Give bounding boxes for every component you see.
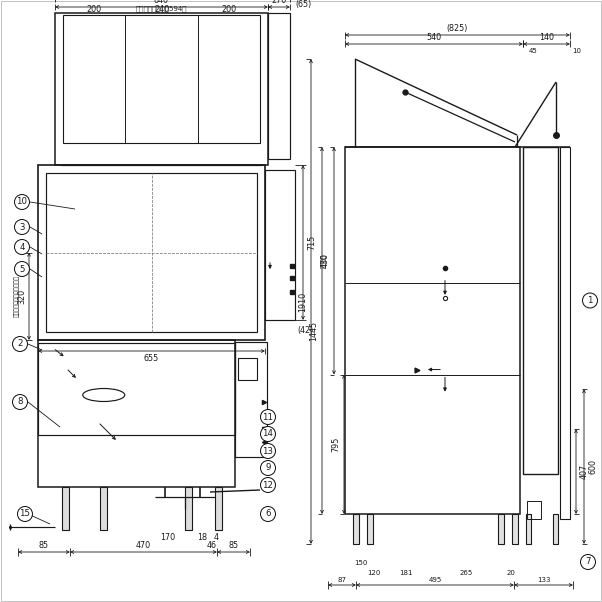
Circle shape [261,506,276,521]
Text: 6: 6 [265,509,271,518]
Bar [215,487,222,530]
Text: (65): (65) [295,1,311,10]
Bar [38,343,235,435]
Bar [63,15,260,143]
Text: 495: 495 [429,577,442,583]
Text: 140: 140 [539,33,554,42]
Text: 200: 200 [86,5,101,14]
Text: 120: 120 [367,570,380,576]
Text: 240: 240 [154,5,169,14]
Text: 有効開口: 有効開口 [321,254,327,268]
Text: 10: 10 [573,48,582,54]
Bar [265,170,295,320]
Text: 1: 1 [587,296,593,305]
Bar [526,514,531,544]
Text: （ラックレールセンター）: （ラックレールセンター） [14,275,20,317]
Bar [512,514,518,544]
Text: 14: 14 [262,429,273,438]
Bar [38,340,235,487]
Circle shape [261,461,276,476]
Text: 15: 15 [19,509,31,518]
Text: 1910: 1910 [298,291,307,312]
Circle shape [261,409,276,424]
Bar [268,13,290,159]
Text: 45: 45 [529,48,538,54]
Bar [38,165,265,340]
Text: 150: 150 [355,560,368,566]
Text: 181: 181 [399,570,413,576]
Text: 640: 640 [154,0,169,5]
Text: 10: 10 [16,197,28,206]
Circle shape [17,506,33,521]
Text: 20: 20 [506,570,515,576]
Text: 200: 200 [222,5,237,14]
Text: 470: 470 [136,541,151,550]
Text: 133: 133 [537,577,550,583]
Bar [560,147,570,519]
Text: 430: 430 [321,253,330,268]
Circle shape [14,220,29,235]
Circle shape [580,554,595,569]
Text: (825): (825) [447,24,468,33]
Bar [523,147,558,474]
Bar [238,358,257,380]
Bar [46,173,257,332]
Text: 795: 795 [331,436,340,452]
Text: 600: 600 [588,459,597,474]
Text: 170: 170 [161,533,176,542]
Text: 9: 9 [265,464,271,473]
Text: 4: 4 [214,533,219,542]
Text: 265: 265 [459,570,473,576]
Circle shape [13,337,28,352]
Bar [62,487,69,530]
Text: 715: 715 [307,235,316,250]
Text: 655: 655 [144,354,159,363]
Text: 1445: 1445 [309,320,318,341]
Text: 13: 13 [262,447,273,456]
Text: （テーブル間寸法594）: （テーブル間寸法594） [135,5,187,12]
Circle shape [14,194,29,209]
Text: 2: 2 [17,340,23,349]
Text: 540: 540 [426,33,441,42]
Text: 8: 8 [17,397,23,406]
Circle shape [261,426,276,441]
Bar [553,514,558,544]
Text: 3: 3 [19,223,25,232]
Text: 18: 18 [197,533,207,542]
Bar [498,514,504,544]
Text: 46: 46 [207,542,217,550]
Bar [235,342,267,457]
Text: 87: 87 [338,577,347,583]
Text: 270: 270 [272,0,287,5]
Text: 7: 7 [585,557,591,566]
Bar [367,514,373,544]
Text: 5: 5 [19,264,25,273]
Text: 407: 407 [580,464,589,479]
Circle shape [583,293,598,308]
Bar [353,514,359,544]
Bar [185,487,192,530]
Circle shape [13,394,28,409]
Bar [527,501,541,519]
Bar [100,487,107,530]
Text: 85: 85 [39,541,49,550]
Circle shape [14,261,29,276]
Circle shape [261,477,276,492]
Text: 320: 320 [17,289,26,304]
Text: (42): (42) [297,326,313,335]
Text: 85: 85 [228,541,238,550]
Text: 12: 12 [262,480,273,489]
Circle shape [14,240,29,255]
Bar [345,147,520,514]
Text: 4: 4 [19,243,25,252]
Text: 11: 11 [262,412,273,421]
Bar [55,13,268,165]
Circle shape [261,444,276,459]
